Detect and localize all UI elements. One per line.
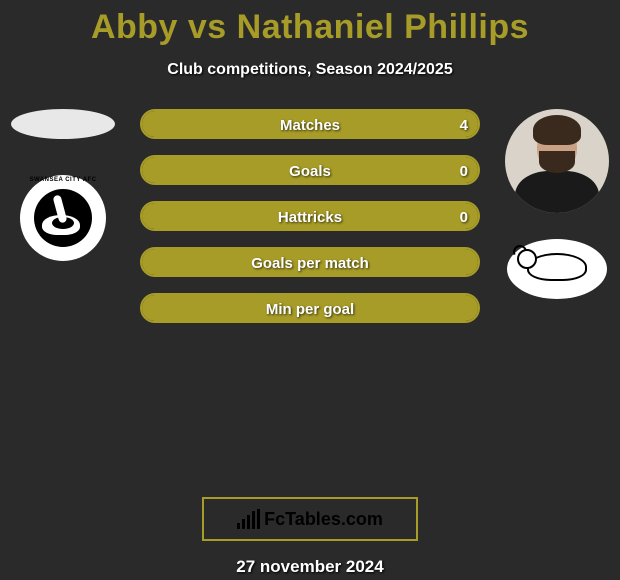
stat-row: Goals0 — [140, 155, 480, 185]
stats-panel: Matches4 Goals0 Hattricks0 Goals per match M… — [140, 109, 480, 339]
footer-date: 27 november 2024 — [0, 557, 620, 577]
club-badge-swansea: SWANSEA CITY AFC — [20, 175, 106, 261]
stat-row: Hattricks0 — [140, 201, 480, 231]
page-title: Abby vs Nathaniel Phillips — [0, 0, 620, 47]
right-player-column — [502, 109, 612, 299]
bars-icon — [237, 509, 260, 529]
player-right-photo — [505, 109, 609, 213]
brand-badge: FcTables.com — [202, 497, 418, 541]
subtitle: Club competitions, Season 2024/2025 — [0, 61, 620, 79]
stat-row: Matches4 — [140, 109, 480, 139]
stat-row: Goals per match — [140, 247, 480, 277]
player-left-photo-placeholder — [11, 109, 115, 139]
left-player-column: SWANSEA CITY AFC — [8, 109, 118, 261]
club-badge-derby — [507, 239, 607, 299]
comparison-area: SWANSEA CITY AFC Matches4Goals0Hattricks… — [0, 119, 620, 369]
brand-text: FcTables.com — [264, 509, 383, 530]
stat-row: Min per goal — [140, 293, 480, 323]
